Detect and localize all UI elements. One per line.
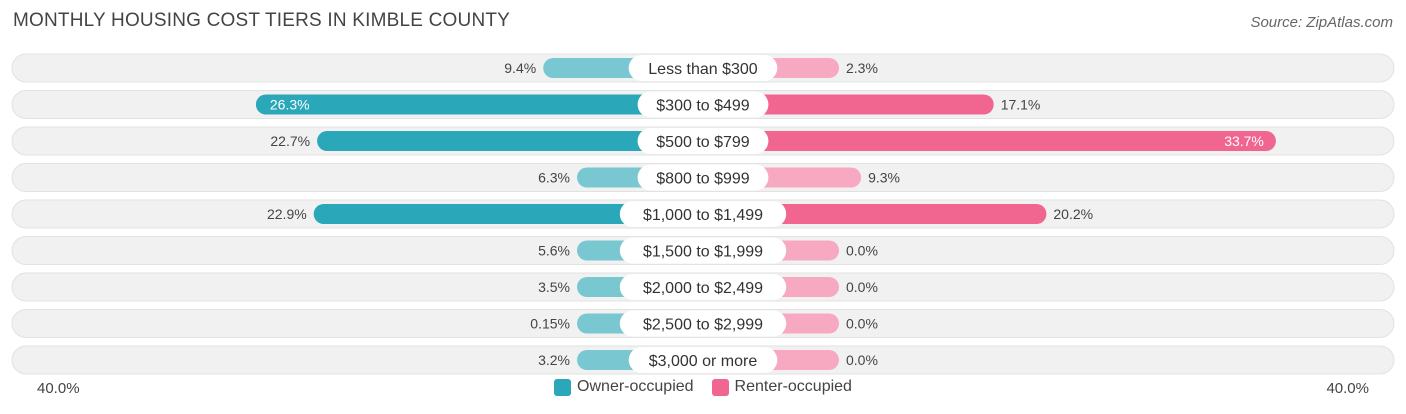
chart-title: MONTHLY HOUSING COST TIERS IN KIMBLE COU… [13,10,511,31]
legend-label-renter: Renter-occupied [734,378,852,395]
category-pill [628,55,778,81]
chart-row: Less than $300 9.4% 2.3% [11,53,1395,83]
bar-owner [313,204,703,224]
legend-swatch-owner [554,378,572,396]
value-label-renter: 0.0% [846,316,878,332]
category-pill [637,128,769,154]
category-pill [619,201,787,227]
category-label: $3,000 or more [649,353,758,370]
chart-source: Source: ZipAtlas.com [1250,14,1393,31]
chart-row: $800 to $999 6.3% 9.3% [11,163,1395,192]
bar-owner [255,94,703,115]
category-label: $1,000 to $1,499 [643,207,763,224]
category-label: $800 to $999 [656,171,750,188]
bar-renter [703,94,994,115]
bar-owner [317,131,703,151]
chart-row: $1,500 to $1,999 5.6% 0.0% [11,236,1395,265]
bar-renter [703,131,1276,151]
category-label: $1,500 to $1,999 [643,244,763,261]
chart-row: $1,000 to $1,499 22.9% 20.2% [11,199,1395,229]
value-label-renter: 0.0% [846,352,878,368]
category-pill [619,310,787,337]
category-pill [619,274,787,300]
chart-row: $500 to $799 22.7% 33.7% [11,126,1395,156]
category-pill [619,237,787,264]
value-label-owner: 22.7% [270,133,310,149]
category-label: $2,000 to $2,499 [643,280,763,297]
chart-row: $300 to $499 26.3% 17.1% [11,90,1395,119]
chart-row: $2,500 to $2,999 0.15% 0.0% [11,309,1395,338]
value-label-renter: 9.3% [868,170,900,186]
value-label-renter: 20.2% [1053,206,1093,222]
axis-label-right: 40.0% [1326,380,1369,397]
category-label: $500 to $799 [656,134,750,151]
value-label-owner: 5.6% [538,243,570,259]
chart-row: $2,000 to $2,499 3.5% 0.0% [11,272,1395,302]
legend-item-renter: Renter-occupied [711,378,852,396]
bar-renter [703,204,1047,224]
category-label: $300 to $499 [656,98,750,115]
diverging-bar-chart: Less than $300 9.4% 2.3% $300 to $499 26.3% 1… [11,53,1395,375]
value-label-renter: 17.1% [1001,97,1041,113]
value-label-owner: 3.2% [538,352,570,368]
value-label-owner: 9.4% [504,60,536,76]
legend-item-owner: Owner-occupied [554,378,694,396]
axis-label-left: 40.0% [37,380,80,397]
value-label-owner: 26.3% [270,97,310,113]
value-label-owner: 22.9% [267,206,307,222]
category-pill [637,164,769,191]
value-label-owner: 3.5% [538,279,570,295]
value-label-owner: 0.15% [530,316,570,332]
category-pill [628,347,778,373]
category-pill [637,91,769,118]
value-label-renter: 2.3% [846,60,878,76]
chart-row: $3,000 or more 3.2% 0.0% [11,345,1395,375]
category-label: Less than $300 [648,61,758,78]
value-label-renter: 33.7% [1224,133,1264,149]
legend-label-owner: Owner-occupied [577,378,694,395]
legend: Owner-occupied Renter-occupied [0,378,1406,396]
value-label-renter: 0.0% [846,243,878,259]
value-label-renter: 0.0% [846,279,878,295]
legend-swatch-renter [711,378,729,396]
value-label-owner: 6.3% [538,170,570,186]
category-label: $2,500 to $2,999 [643,317,763,334]
